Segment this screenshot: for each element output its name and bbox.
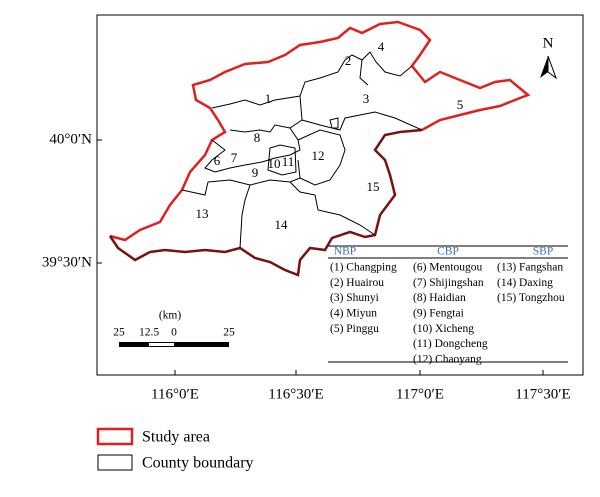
scale-bar — [149, 343, 174, 346]
region-label: 12 — [312, 148, 325, 163]
table-cell: (6) Mentougou — [413, 262, 483, 274]
region-label: 1 — [265, 91, 272, 106]
table-cell: (14) Daxing — [497, 277, 553, 289]
scale-tick-label: 12.5 — [139, 327, 159, 339]
region-label: 3 — [363, 91, 370, 106]
table-cell: (3) Shunyi — [330, 292, 379, 304]
table-cell: (1) Changping — [330, 262, 397, 274]
legend-swatch — [96, 427, 134, 446]
region-label: 10 — [268, 156, 281, 171]
region-label: 14 — [275, 217, 289, 232]
region-label: 7 — [231, 150, 238, 165]
table-cell: (7) Shijingshan — [413, 277, 484, 289]
scale-unit: (km) — [159, 310, 182, 322]
x-tick-label: 116°30′E — [268, 386, 323, 402]
south-boundary — [108, 128, 423, 277]
y-tick-label: 39°30′N — [42, 254, 92, 270]
table-rules — [328, 245, 568, 363]
y-tick-label: 40°0′N — [49, 131, 92, 147]
table-cell: (4) Miyun — [330, 308, 377, 320]
table-cell: (10) Xicheng — [413, 323, 474, 335]
x-tick-label: 116°0′E — [151, 386, 199, 402]
region-label: 8 — [254, 130, 261, 145]
scale-tick-label: 25 — [113, 327, 125, 339]
region-label: 6 — [214, 153, 221, 168]
region-label: 15 — [367, 179, 380, 194]
table-cell: (11) Dongcheng — [413, 338, 488, 350]
table-header: NBP — [334, 246, 356, 258]
table-cell: (8) Haidian — [413, 292, 466, 304]
region-label: 9 — [252, 165, 259, 180]
county-boundaries — [181, 51, 423, 249]
tick-marks — [97, 139, 544, 375]
x-tick-label: 117°30′E — [515, 386, 570, 402]
scale-tick-label: 0 — [171, 327, 177, 339]
legend-swatch — [97, 454, 133, 471]
legend-label: Study area — [142, 429, 210, 446]
north-arrow — [540, 56, 548, 78]
x-tick-label: 117°0′E — [396, 386, 444, 402]
table-header: SBP — [533, 246, 553, 258]
north-arrow — [547, 55, 558, 80]
table-header: CBP — [437, 246, 459, 258]
region-label: 11 — [282, 154, 295, 169]
scale-tick-label: 25 — [223, 327, 235, 339]
region-label: 2 — [345, 53, 352, 68]
table-cell: (9) Fengtai — [413, 308, 464, 320]
table-cell: (5) Pinggu — [330, 323, 379, 335]
table-cell: (15) Tongzhou — [497, 292, 565, 304]
region-label: 4 — [378, 39, 385, 54]
north-label: N — [543, 35, 554, 51]
region-label: 13 — [196, 206, 209, 221]
region-label: 5 — [457, 97, 464, 112]
study-area-boundary — [109, 20, 531, 242]
table-cell: (13) Fangshan — [497, 262, 563, 274]
table-cell: (12) Chaoyang — [413, 353, 482, 365]
table-cell: (2) Huairou — [330, 277, 384, 289]
legend-label: County boundary — [142, 455, 254, 472]
